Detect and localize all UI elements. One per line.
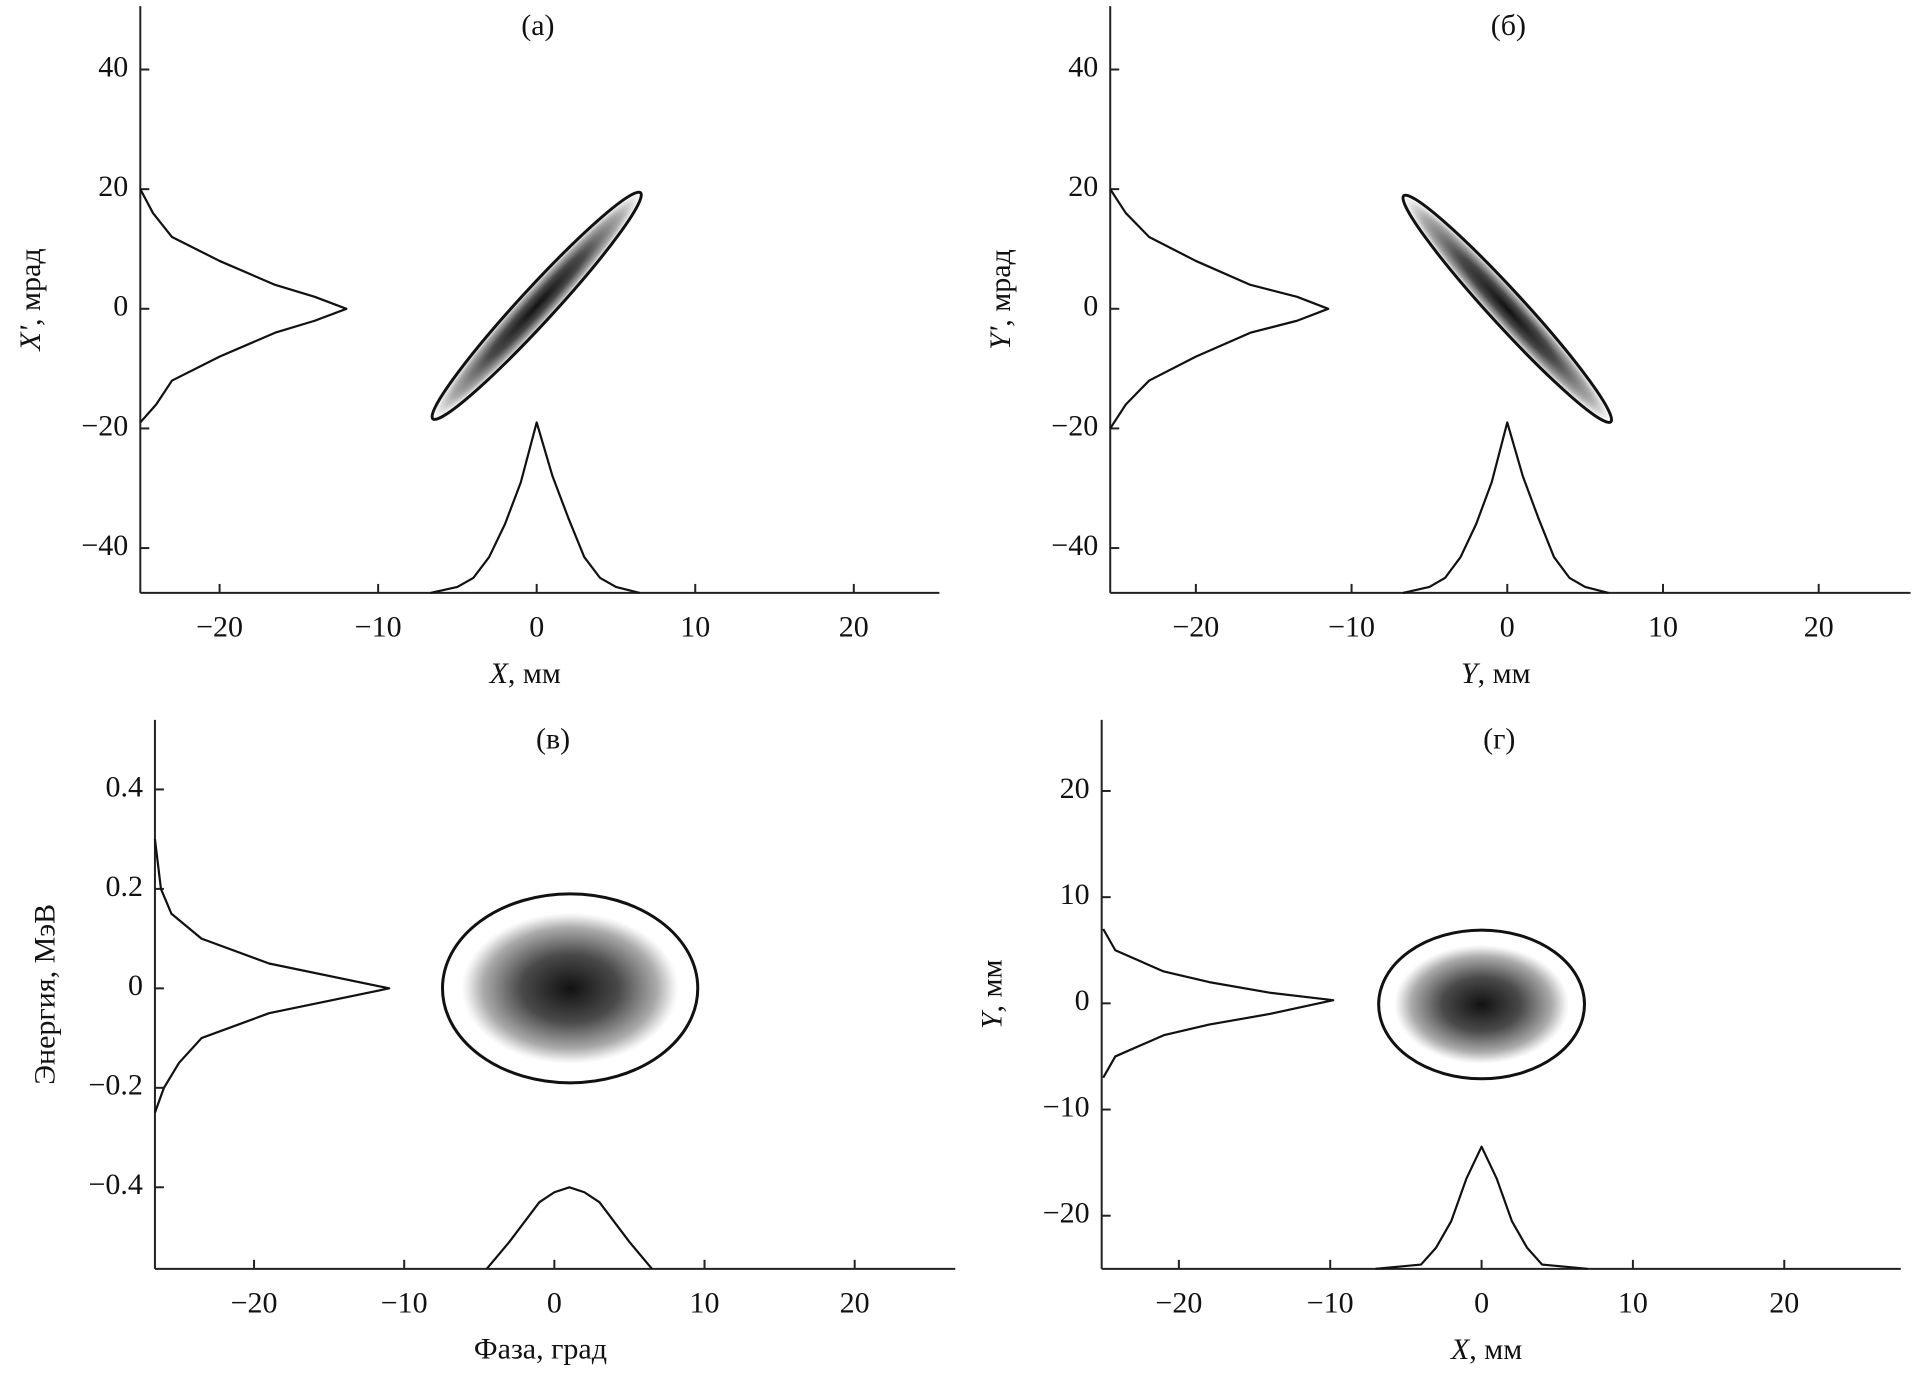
left-profile <box>1102 928 1335 1079</box>
bottom-profile <box>1375 1145 1588 1270</box>
x-tick-label: 10 <box>1648 610 1678 643</box>
label-var: Y' <box>984 326 1017 350</box>
y-tick-label: 20 <box>98 170 128 203</box>
left-profile <box>1109 188 1330 430</box>
y-tick-label: −40 <box>1051 529 1098 562</box>
emittance-ellipse <box>440 892 700 1085</box>
x-tick-label: −10 <box>1328 610 1375 643</box>
x-tick-label: −20 <box>196 610 243 643</box>
x-tick-label: 0 <box>1500 610 1515 643</box>
panel-title: (а) <box>521 9 554 42</box>
label-var: X' <box>14 325 47 351</box>
x-tick-label: −10 <box>1307 1286 1354 1319</box>
bottom-profile <box>430 421 641 595</box>
x-tick-label: 0 <box>1474 1286 1489 1319</box>
beam-density <box>1394 944 1570 1064</box>
x-tick-label: −10 <box>355 610 402 643</box>
label-var: Y <box>1461 657 1481 690</box>
y-axis-label: Энергия, МэВ <box>28 904 61 1085</box>
y-tick-label: 0.4 <box>105 770 143 803</box>
emittance-ellipse <box>430 190 643 421</box>
y-tick-label: −0.4 <box>89 1168 143 1201</box>
x-tick-label: 20 <box>839 610 869 643</box>
x-tick-label: −20 <box>231 1286 278 1319</box>
label-var: X <box>489 657 510 690</box>
x-axis-label: Y, мм <box>1461 657 1531 690</box>
y-tick-label: −10 <box>1043 1090 1090 1123</box>
x-tick-label: 20 <box>1769 1286 1799 1319</box>
bottom-profile <box>485 1186 653 1270</box>
y-tick-label: 0 <box>1083 290 1098 323</box>
bottom-profile <box>1402 421 1609 595</box>
label-unit: , мм <box>1469 1333 1522 1366</box>
x-tick-label: 20 <box>840 1286 870 1319</box>
x-tick-label: 10 <box>1618 1286 1648 1319</box>
x-tick-label: 0 <box>529 610 544 643</box>
y-tick-label: 40 <box>98 50 128 83</box>
beam-density <box>1402 195 1612 423</box>
y-tick-label: 0.2 <box>105 870 143 903</box>
panel-title: (в) <box>536 723 570 756</box>
y-tick-label: 20 <box>1060 772 1090 805</box>
y-tick-label: 0 <box>128 969 143 1002</box>
y-tick-label: −20 <box>1051 409 1098 442</box>
panel-title: (г) <box>1483 723 1515 756</box>
y-tick-label: 0 <box>1075 984 1090 1017</box>
y-axis-label: Y, мм <box>975 959 1008 1029</box>
y-tick-label: −40 <box>81 529 128 562</box>
x-axis-label: Фаза, град <box>474 1333 607 1366</box>
label-var: X <box>1450 1333 1471 1366</box>
y-tick-label: 40 <box>1068 50 1098 83</box>
x-tick-label: 10 <box>680 610 710 643</box>
label-var: Y <box>975 1009 1008 1029</box>
label-unit: , мм <box>975 959 1008 1012</box>
left-profile <box>139 188 348 424</box>
label-unit: , мм <box>1478 657 1531 690</box>
y-axis-label: Y', мрад <box>984 249 1017 350</box>
y-tick-label: −20 <box>81 409 128 442</box>
x-tick-label: −20 <box>1172 610 1219 643</box>
y-tick-label: 20 <box>1068 170 1098 203</box>
label-unit: , мрад <box>984 249 1017 327</box>
y-axis-label: X', мрад <box>14 248 47 351</box>
y-tick-label: 0 <box>113 290 128 323</box>
x-axis-label: X, мм <box>489 657 561 690</box>
x-tick-label: 0 <box>547 1286 562 1319</box>
x-tick-label: 10 <box>690 1286 720 1319</box>
x-tick-label: −10 <box>381 1286 428 1319</box>
y-tick-label: −20 <box>1043 1197 1090 1230</box>
left-profile <box>153 839 391 1114</box>
beam-density <box>432 192 642 420</box>
beam-density <box>461 912 679 1064</box>
panel-title: (б) <box>1491 9 1526 42</box>
emittance-ellipse <box>1401 193 1614 424</box>
emittance-ellipse <box>1377 928 1586 1081</box>
label-unit: , мм <box>508 657 561 690</box>
y-tick-label: 10 <box>1060 878 1090 911</box>
x-tick-label: −20 <box>1155 1286 1202 1319</box>
x-axis-label: X, мм <box>1450 1333 1522 1366</box>
label-unit: , мрад <box>14 248 47 326</box>
x-tick-label: 20 <box>1804 610 1834 643</box>
y-tick-label: −0.2 <box>89 1069 143 1102</box>
